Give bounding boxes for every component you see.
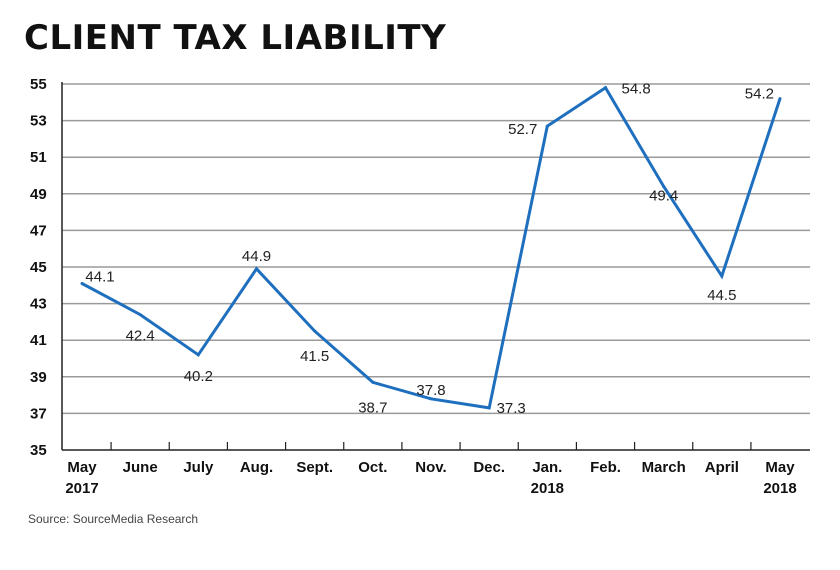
x-tick-label: 2017 bbox=[65, 480, 98, 497]
data-label: 44.5 bbox=[707, 287, 736, 304]
axes bbox=[61, 82, 810, 451]
data-point bbox=[662, 184, 666, 188]
x-tick-label: Dec. bbox=[473, 459, 505, 476]
data-point bbox=[371, 380, 375, 384]
series-line bbox=[81, 85, 782, 410]
data-point bbox=[720, 274, 724, 278]
data-point bbox=[429, 397, 433, 401]
x-tick-label: March bbox=[642, 459, 686, 476]
data-point bbox=[604, 86, 607, 90]
data-label: 49.4 bbox=[649, 187, 678, 204]
data-label: 44.9 bbox=[242, 248, 271, 265]
y-tick-label: 51 bbox=[30, 149, 47, 166]
data-label: 37.3 bbox=[497, 400, 526, 417]
y-tick-label: 45 bbox=[30, 259, 47, 276]
x-tick-label: May bbox=[765, 459, 795, 476]
y-tick-label: 35 bbox=[30, 442, 47, 459]
y-tick-label: 41 bbox=[30, 332, 47, 349]
data-label: 37.8 bbox=[416, 382, 445, 399]
x-tick-label: May bbox=[67, 459, 97, 476]
data-label: 41.5 bbox=[300, 348, 329, 365]
x-tick-label: Sept. bbox=[296, 459, 333, 476]
x-tick-label: Aug. bbox=[240, 459, 273, 476]
data-point bbox=[778, 97, 782, 101]
chart-title: CLIENT TAX LIABILITY bbox=[24, 18, 447, 58]
data-point bbox=[196, 353, 200, 357]
y-tick-label: 47 bbox=[30, 222, 47, 239]
data-point bbox=[487, 406, 491, 410]
data-label: 54.2 bbox=[745, 86, 774, 103]
data-labels: 44.1 42.4 40.2 44.9 41.5 38.7 37.8 37.3 52.7 54.8… bbox=[85, 81, 774, 417]
data-label: 54.8 bbox=[622, 81, 651, 98]
data-point bbox=[80, 281, 84, 285]
data-point bbox=[138, 313, 142, 317]
x-tick-label: Nov. bbox=[415, 459, 446, 476]
data-series bbox=[80, 85, 782, 410]
data-point bbox=[545, 124, 549, 128]
x-tick-label: June bbox=[123, 459, 158, 476]
source-note: Source: SourceMedia Research bbox=[28, 512, 199, 526]
x-tick-label: Feb. bbox=[590, 459, 621, 476]
x-tick-label: Jan. bbox=[532, 459, 562, 476]
data-label: 42.4 bbox=[126, 328, 155, 345]
y-tick-label: 39 bbox=[30, 369, 47, 386]
y-tick-labels: 35 37 39 41 43 45 47 49 51 53 55 bbox=[30, 76, 47, 459]
y-tick-label: 49 bbox=[30, 186, 47, 203]
y-tick-label: 53 bbox=[30, 113, 47, 130]
y-tick-label: 37 bbox=[30, 405, 47, 422]
x-tick-labels: May 2017 June July Aug. Sept. Oct. Nov. Dec. Jan.… bbox=[65, 459, 796, 497]
y-tick-label: 55 bbox=[30, 76, 47, 93]
data-point bbox=[255, 267, 258, 271]
y-tick-label: 43 bbox=[30, 296, 47, 313]
x-tick-label: 2018 bbox=[763, 480, 796, 497]
x-tick-label: April bbox=[705, 459, 739, 476]
data-label: 52.7 bbox=[508, 121, 537, 138]
data-point bbox=[313, 329, 317, 333]
x-tick-label: July bbox=[183, 459, 214, 476]
data-label: 44.1 bbox=[85, 268, 114, 285]
gridlines bbox=[62, 83, 810, 415]
x-tick-label: 2018 bbox=[531, 480, 564, 497]
data-label: 38.7 bbox=[358, 399, 387, 416]
data-label: 40.2 bbox=[184, 368, 213, 385]
x-tick-label: Oct. bbox=[358, 459, 387, 476]
